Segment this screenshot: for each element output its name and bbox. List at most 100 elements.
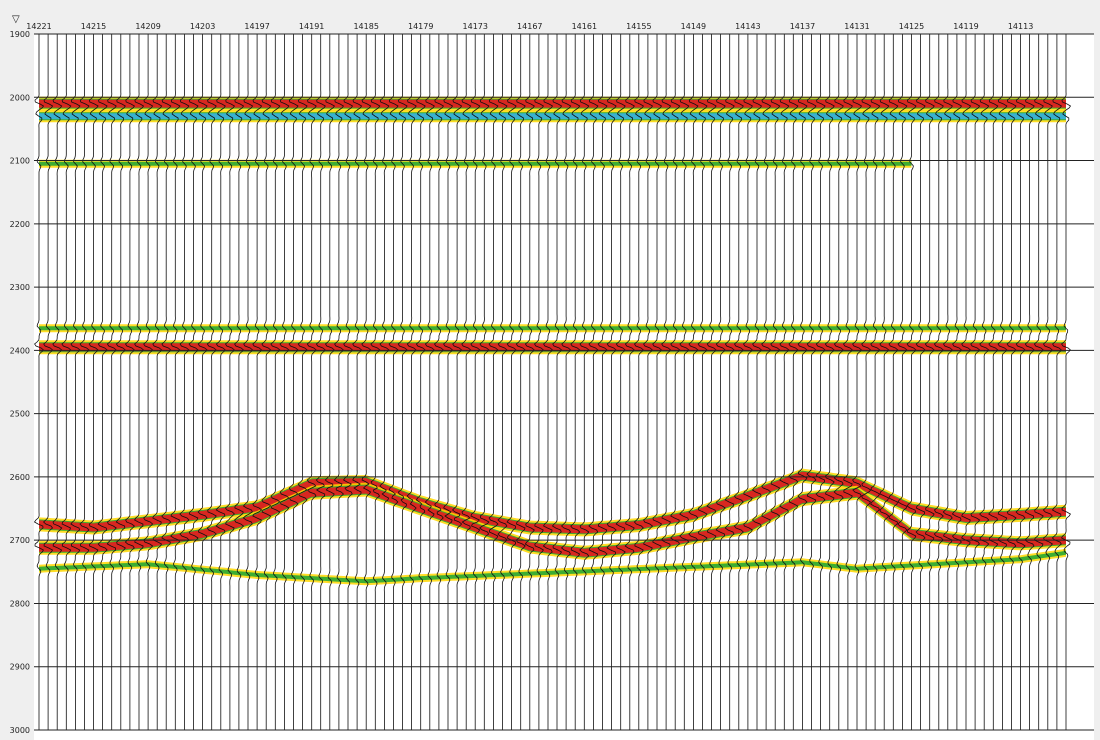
wiggle-trace-14153 xyxy=(652,34,663,730)
wiggle-trace-14205 xyxy=(179,34,190,730)
wiggle-trace-14161 xyxy=(579,34,590,730)
wiggle-trace-14115 xyxy=(997,34,1008,730)
wiggle-trace-14127 xyxy=(888,34,899,730)
trace-label-14185: 14185 xyxy=(353,22,378,31)
amplitude-band-h2395-2 xyxy=(39,343,1066,352)
trace-label-14203: 14203 xyxy=(190,22,215,31)
wiggle-trace-14216 xyxy=(79,34,90,730)
wiggle-trace-14181 xyxy=(397,34,408,730)
time-label-2600: 2600 xyxy=(10,473,30,482)
wiggle-trace-14215 xyxy=(88,34,99,730)
wiggle-trace-14143 xyxy=(742,34,753,730)
wiggle-trace-14163 xyxy=(561,34,572,730)
wiggle-trace-14174 xyxy=(461,34,472,730)
amplitude-band-h2010-2 xyxy=(39,99,1066,108)
wiggle-trace-14155 xyxy=(633,34,644,730)
wiggle-trace-14203 xyxy=(197,34,208,730)
wiggle-trace-14169 xyxy=(506,34,517,730)
wiggle-trace-14128 xyxy=(879,34,890,730)
wiggle-trace-14138 xyxy=(788,34,799,730)
trace-label-14155: 14155 xyxy=(626,22,651,31)
wiggle-trace-14108 xyxy=(1061,34,1072,730)
amplitude-band-channel_base-2 xyxy=(39,485,1066,557)
wiggle-trace-14116 xyxy=(988,34,999,730)
trace-label-14197: 14197 xyxy=(244,22,269,31)
wiggle-trace-14198 xyxy=(242,34,254,730)
trace-label-14149: 14149 xyxy=(681,22,706,31)
wiggle-trace-14171 xyxy=(488,34,499,730)
wiggle-trace-14158 xyxy=(606,34,617,730)
wiggle-trace-14119 xyxy=(961,34,972,730)
wiggle-trace-14136 xyxy=(806,34,817,730)
wiggle-trace-14117 xyxy=(979,34,990,730)
time-label-2300: 2300 xyxy=(10,283,30,292)
wiggle-trace-14214 xyxy=(97,34,108,730)
wiggle-trace-14200 xyxy=(224,34,235,730)
trace-label-14131: 14131 xyxy=(844,22,869,31)
time-label-1900: 1900 xyxy=(10,30,30,39)
wiggle-trace-14142 xyxy=(751,34,763,730)
trace-label-14179: 14179 xyxy=(408,22,433,31)
wiggle-trace-14175 xyxy=(452,34,463,730)
wiggle-trace-14111 xyxy=(1033,34,1044,730)
wiggle-trace-14176 xyxy=(443,34,454,730)
trace-label-14221: 14221 xyxy=(26,22,51,31)
wiggle-trace-14199 xyxy=(234,34,245,730)
wiggle-trace-14140 xyxy=(770,34,781,730)
time-gridlines xyxy=(34,33,1094,731)
wiggle-trace-14139 xyxy=(779,34,790,730)
trace-label-14113: 14113 xyxy=(1008,22,1033,31)
wiggle-trace-14160 xyxy=(588,34,599,730)
wiggle-trace-14217 xyxy=(70,34,81,730)
wiggle-trace-14193 xyxy=(288,34,299,730)
time-label-2000: 2000 xyxy=(10,93,30,102)
amplitude-band-lower_patches-1 xyxy=(39,550,1066,584)
wiggle-trace-14182 xyxy=(388,34,399,730)
time-label-2400: 2400 xyxy=(10,346,30,355)
wiggle-trace-14192 xyxy=(297,34,308,730)
wiggle-trace-14197 xyxy=(252,34,263,730)
wiggle-trace-14152 xyxy=(661,34,672,730)
wiggle-trace-14204 xyxy=(188,34,199,730)
wiggle-trace-14121 xyxy=(942,34,953,730)
time-label-2800: 2800 xyxy=(10,599,30,608)
wiggle-trace-14159 xyxy=(597,34,608,730)
wiggle-trace-14172 xyxy=(479,34,490,730)
trace-label-14167: 14167 xyxy=(517,22,542,31)
wiggle-trace-14135 xyxy=(815,34,826,730)
wiggle-trace-14149 xyxy=(688,34,699,730)
trace-label-14143: 14143 xyxy=(735,22,760,31)
section-marker-icon: ▽ xyxy=(12,14,20,25)
wiggle-trace-14164 xyxy=(551,34,563,730)
wiggle-trace-14137 xyxy=(797,34,808,730)
trace-label-14209: 14209 xyxy=(135,22,160,31)
wiggle-trace-14151 xyxy=(670,34,681,730)
time-label-2500: 2500 xyxy=(10,410,30,419)
wiggle-trace-14124 xyxy=(915,34,926,730)
time-label-2900: 2900 xyxy=(10,663,30,672)
trace-axis: 14221 14215 14209 14203 14197 14191 14185 14179… xyxy=(26,22,1033,31)
wiggle-trace-14202 xyxy=(206,34,217,730)
wiggle-trace-14207 xyxy=(161,34,172,730)
wiggle-trace-14196 xyxy=(261,34,272,730)
wiggle-trace-14112 xyxy=(1024,34,1035,730)
wiggle-trace-14148 xyxy=(697,34,708,730)
wiggle-trace-14168 xyxy=(515,34,526,730)
wiggle-trace-14123 xyxy=(924,34,935,730)
wiggle-trace-14118 xyxy=(970,34,981,730)
wiggle-trace-14186 xyxy=(352,34,363,730)
wiggle-trace-14194 xyxy=(279,34,290,730)
wiggle-trace-14220 xyxy=(43,34,54,730)
wiggle-trace-14165 xyxy=(542,34,554,730)
wiggle-trace-14129 xyxy=(870,34,881,730)
wiggle-trace-14177 xyxy=(433,34,444,730)
trace-label-14137: 14137 xyxy=(790,22,815,31)
wiggle-trace-14147 xyxy=(706,34,717,730)
wiggle-trace-14141 xyxy=(761,34,772,730)
amplitude-band-channel_top-2 xyxy=(39,471,1066,534)
amplitude-band-h2365-1 xyxy=(39,326,1066,331)
wiggle-trace-14146 xyxy=(715,34,726,730)
wiggle-trace-14208 xyxy=(152,34,163,730)
wiggle-trace-14122 xyxy=(933,34,944,730)
